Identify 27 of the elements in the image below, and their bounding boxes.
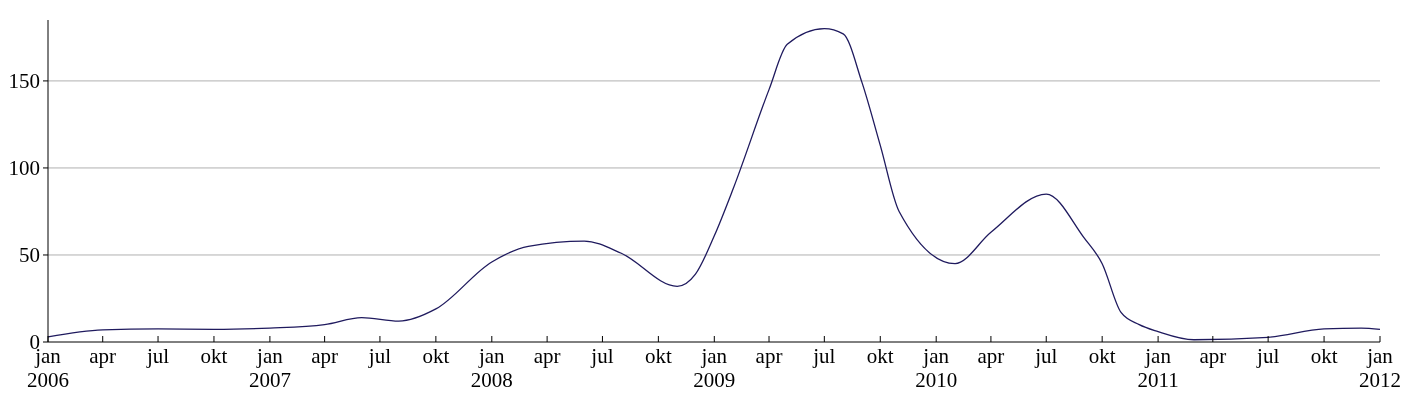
- x-tick-label: jul: [812, 344, 836, 368]
- x-tick-label: okt: [644, 344, 672, 368]
- x-tick-label: okt: [422, 344, 450, 368]
- y-tick-label: 100: [8, 156, 40, 181]
- x-tick-label: jul: [367, 344, 392, 368]
- x-tick-label: jan 2011: [1137, 344, 1179, 392]
- x-tick-label: apr: [1199, 344, 1227, 368]
- x-tick-label: okt: [866, 344, 894, 368]
- x-tick-label: jan 2008: [470, 344, 513, 392]
- x-tick-label: apr: [755, 344, 783, 368]
- x-tick-label: jan 2007: [248, 344, 291, 392]
- x-tick-label: jul: [1256, 344, 1280, 368]
- x-tick-label: okt: [1310, 344, 1338, 368]
- x-tick-label: apr: [533, 344, 561, 368]
- x-tick-label: jul: [590, 344, 614, 368]
- x-tick-label: okt: [1088, 344, 1116, 368]
- x-tick-label: apr: [89, 344, 117, 368]
- x-tick-label: okt: [200, 344, 228, 368]
- x-tick-label: jan 2010: [915, 344, 958, 392]
- x-tick-label: apr: [977, 344, 1005, 368]
- x-tick-label: jan 2012: [1359, 344, 1401, 392]
- x-tick-label: jan 2009: [693, 344, 736, 392]
- x-tick-label: apr: [311, 344, 339, 368]
- y-tick-label: 150: [8, 69, 40, 94]
- y-tick-label: 50: [19, 243, 40, 268]
- x-tick-label: jul: [1034, 344, 1058, 368]
- x-tick-label: jul: [145, 344, 170, 368]
